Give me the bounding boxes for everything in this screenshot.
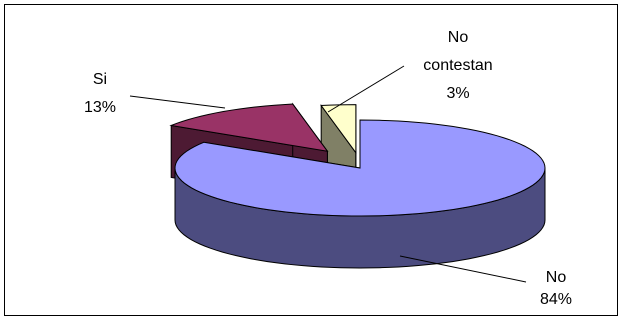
leader-line-si (129, 95, 226, 109)
data-label-si-1: 13% (84, 99, 116, 116)
leader-line-no-contestan (327, 65, 405, 113)
leader-lines (129, 65, 527, 283)
data-label-no-contestan-2: 3% (446, 85, 469, 102)
data-label-no-contestan-0: No (448, 29, 469, 46)
slice-no (174, 119, 546, 217)
data-label-no-contestan-1: contestan (423, 57, 492, 74)
slice-si (169, 103, 329, 152)
data-label-no-0: No (546, 269, 567, 286)
data-labels: No contestan 3% Si 13% No 84% (84, 29, 572, 308)
leader-line-no (399, 255, 527, 283)
data-label-no-1: 84% (540, 291, 572, 308)
pie-top-faces (169, 103, 546, 217)
slice-no-contestan (320, 104, 357, 155)
data-label-si-0: Si (93, 71, 107, 88)
